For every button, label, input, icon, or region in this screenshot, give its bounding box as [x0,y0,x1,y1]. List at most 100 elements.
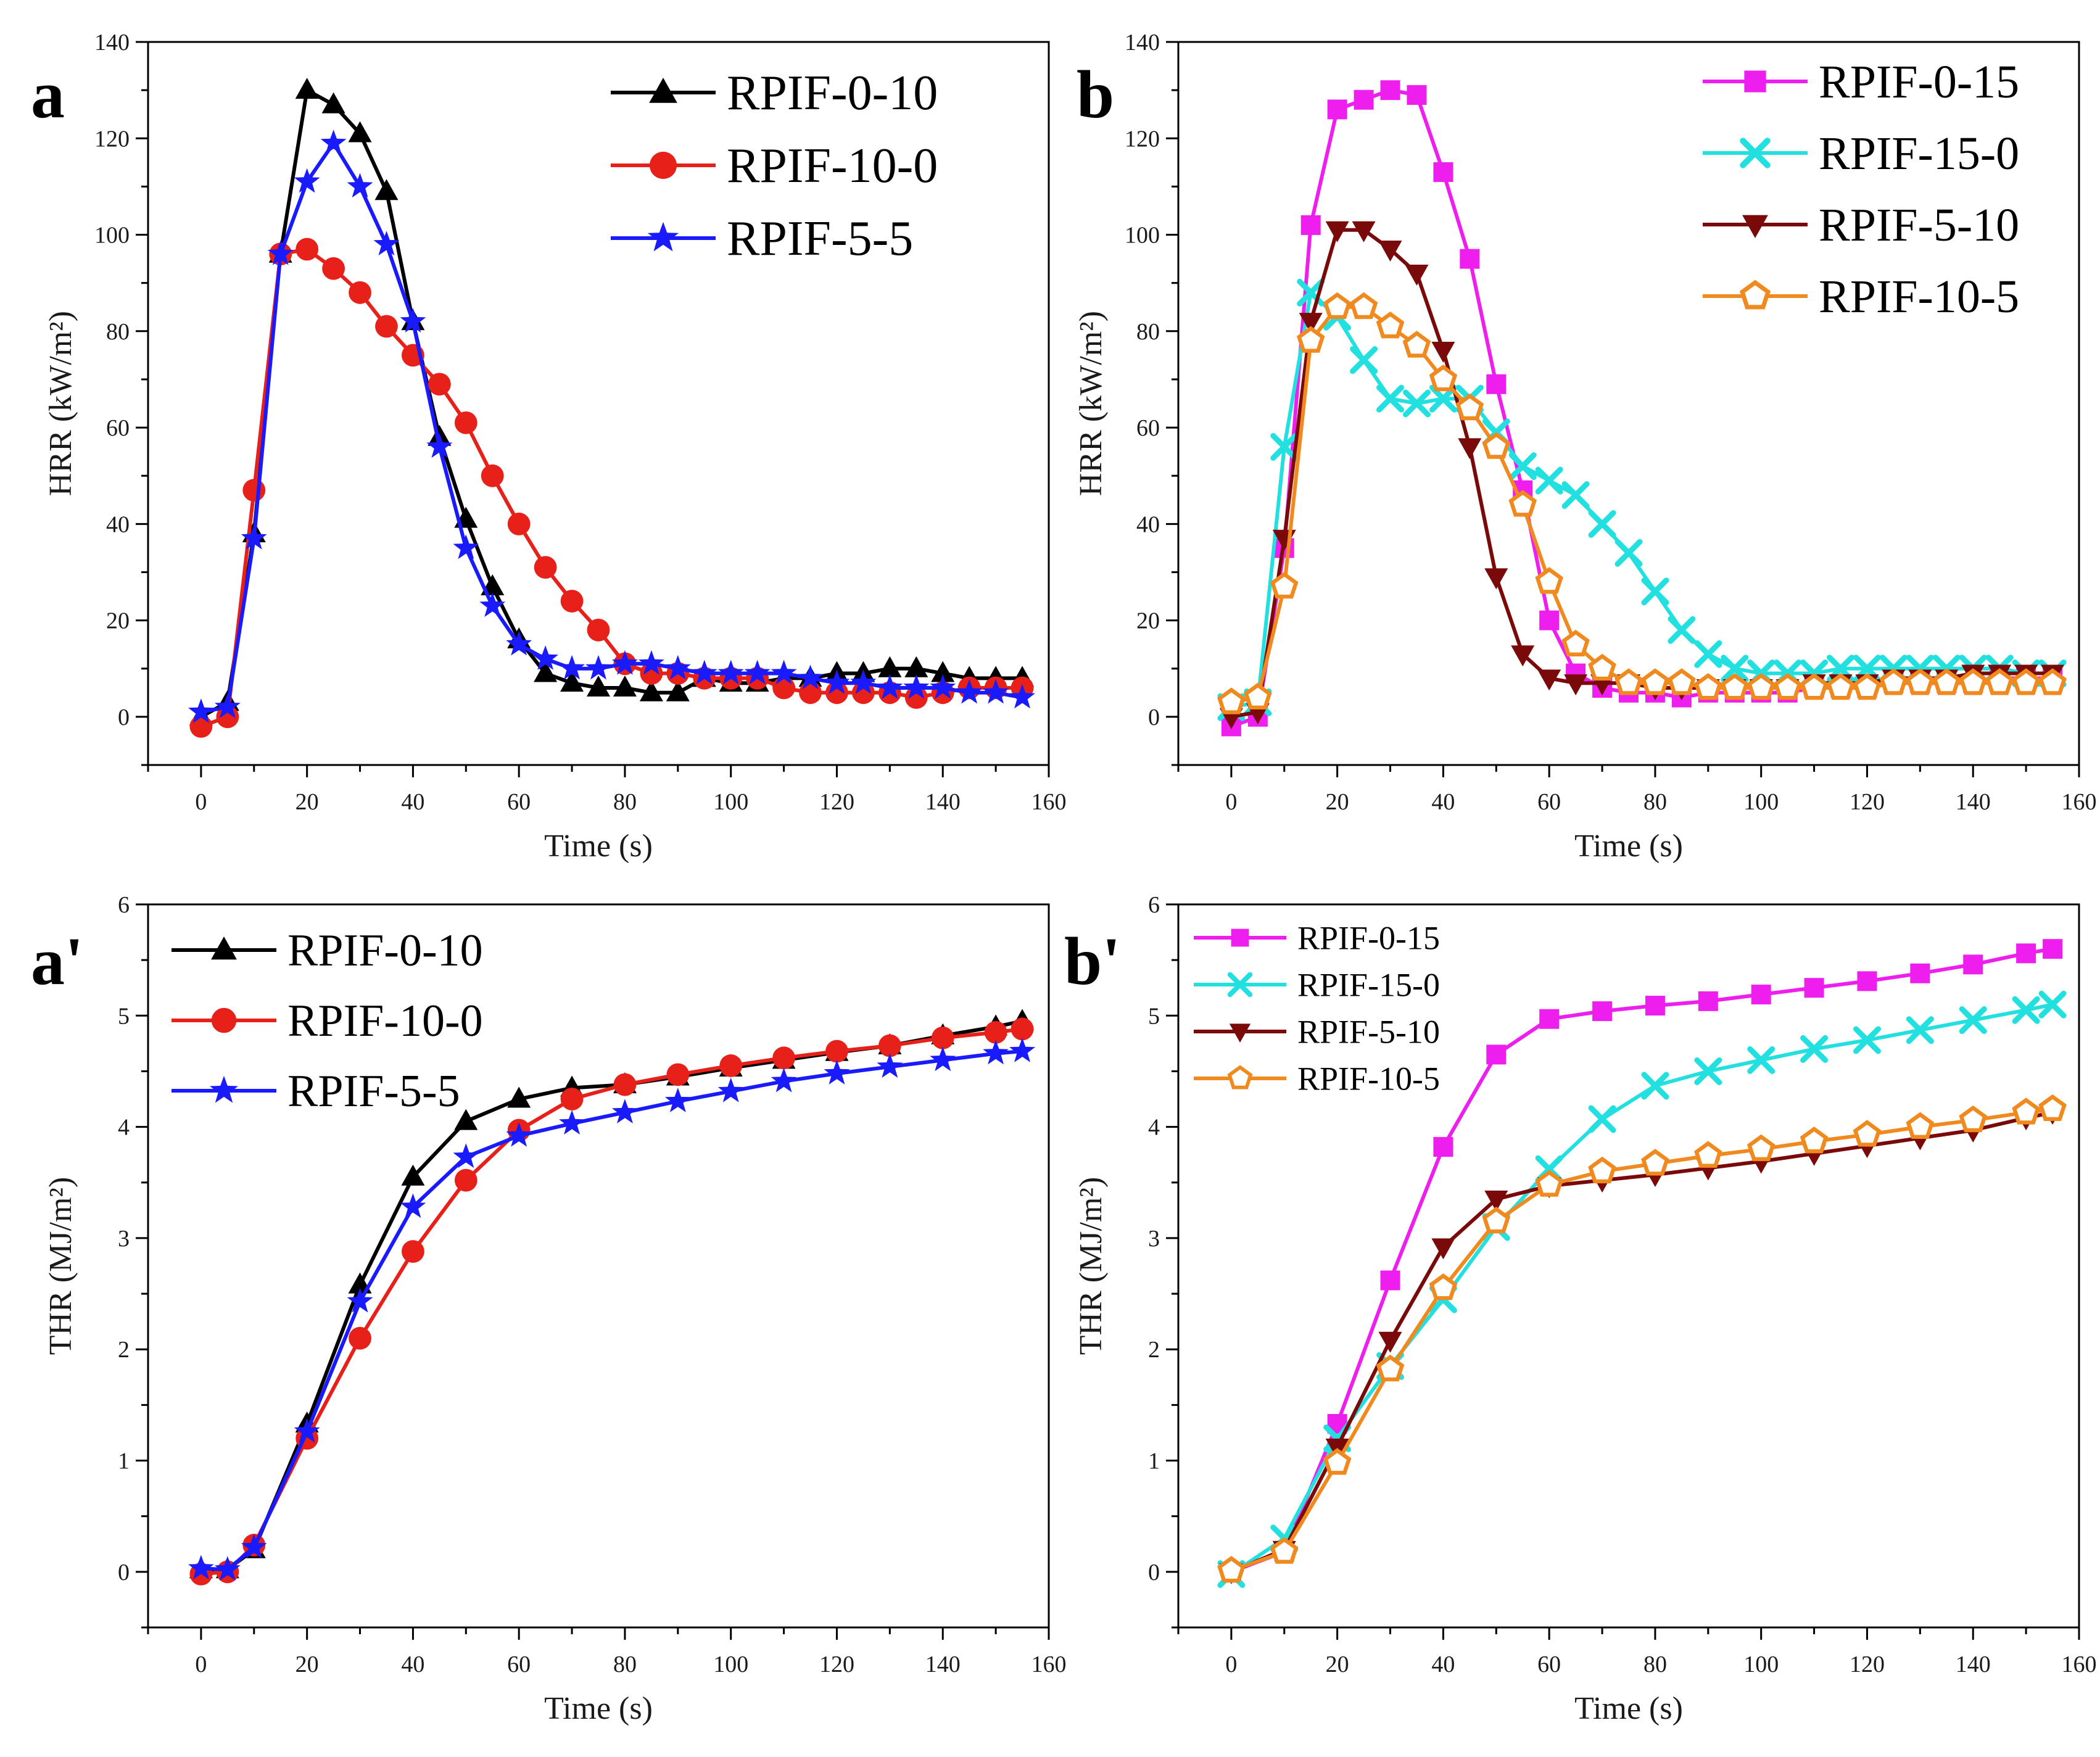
data-point [613,675,637,697]
legend-marker [1740,138,1771,168]
legend-marker [1231,928,1249,947]
data-point [717,659,744,685]
data-point [1694,640,1722,668]
data-point [1352,221,1376,242]
data-point [1932,668,1961,695]
data-point [1853,1120,1882,1147]
data-point [294,168,320,193]
x-tick-label: 20 [296,1652,319,1677]
y-tick-label: 1 [118,1449,130,1474]
data-point [1588,510,1616,538]
data-point [1747,1134,1775,1162]
data-point [1270,432,1299,461]
data-point [374,179,399,201]
data-point [400,1193,426,1218]
data-point [1270,1537,1299,1564]
data-point [931,661,955,682]
data-point [1508,490,1537,517]
data-point [1296,326,1325,353]
y-tick-label: 60 [1136,415,1160,441]
x-axis-title: Time (s) [1574,1691,1683,1726]
data-point [1484,1190,1508,1212]
data-point [1376,384,1405,413]
data-point [1299,313,1323,334]
legend-label: RPIF-5-10 [1819,199,2019,251]
data-point [1433,1137,1453,1157]
x-tick-label: 160 [1031,789,1067,815]
series-RPIF-5-10 [1219,1104,2065,1584]
data-point [877,1053,903,1078]
data-point [1349,292,1378,320]
x-tick-label: 80 [613,789,637,815]
data-point [1694,673,1722,700]
x-tick-label: 120 [819,789,854,815]
series-line [1230,1107,2053,1573]
data-point [1431,342,1455,363]
data-point [428,373,451,396]
data-point [1614,539,1643,567]
y-tick-label: 100 [1125,223,1160,249]
data-point [1804,978,1824,998]
data-point [1959,668,1988,695]
data-point [1429,364,1458,392]
data-point [1378,1331,1402,1353]
data-point [1354,89,1374,110]
x-tick-label: 20 [1326,789,1349,815]
x-tick-label: 100 [1743,1652,1779,1677]
data-point [772,676,795,700]
data-point [560,589,584,613]
data-point [295,78,319,99]
data-point [1641,1149,1669,1176]
data-point [1721,655,1749,683]
legend: RPIF-0-10 RPIF-10-0 RPIF-5-5 [611,66,938,266]
y-tick-label: 140 [94,30,130,56]
data-point [1641,668,1669,695]
legend-label: RPIF-5-5 [727,212,913,266]
data-point [1959,1105,1988,1133]
x-tick-label: 140 [1956,789,1991,815]
data-point [1380,80,1400,101]
data-point [559,1110,585,1135]
legend-label: RPIF-0-10 [287,925,483,976]
y-tick-label: 40 [106,511,130,537]
data-point [1668,616,1696,644]
y-tick-label: 1 [1148,1449,1160,1474]
data-point [1645,996,1665,1016]
data-point [639,680,663,701]
plot-frame [1177,41,2080,766]
y-tick-label: 6 [1148,892,1160,918]
data-point [1906,1112,1935,1139]
y-axis-title: HRR (kW/m²) [1073,311,1109,496]
legend-label: RPIF-10-0 [727,139,938,193]
data-point [534,556,557,579]
data-point [479,592,506,617]
x-tick-label: 100 [713,1652,748,1677]
y-tick-label: 0 [118,705,130,730]
legend-label: RPIF-10-0 [287,996,483,1046]
legend-label: RPIF-15-0 [1297,966,1440,1003]
data-point [242,479,266,502]
y-tick-label: 40 [1136,511,1160,537]
data-point [1614,668,1643,695]
series-RPIF-15-0 [1217,278,2067,721]
data-point [666,680,690,701]
data-point [1009,684,1035,709]
data-point [320,130,347,154]
x-tick-label: 40 [401,789,424,815]
panel-label: b' [1064,924,1121,999]
data-point [373,231,400,255]
data-point [296,238,319,261]
chart-panel-2: 0 20 40 60 80 100 120 140 160 0 1 2 3 4 5 6 Time (s) THR … [31,892,1067,1726]
data-point [532,645,558,670]
data-point [1402,389,1431,418]
x-tick-label: 60 [1537,1652,1561,1677]
data-point [2012,668,2040,695]
data-point [877,674,903,699]
data-point [1380,1270,1400,1291]
data-point [1270,571,1299,599]
y-tick-label: 20 [106,608,130,634]
data-point [507,1086,531,1108]
data-point [639,650,664,675]
data-point [1009,1038,1035,1062]
data-point [1508,452,1537,481]
